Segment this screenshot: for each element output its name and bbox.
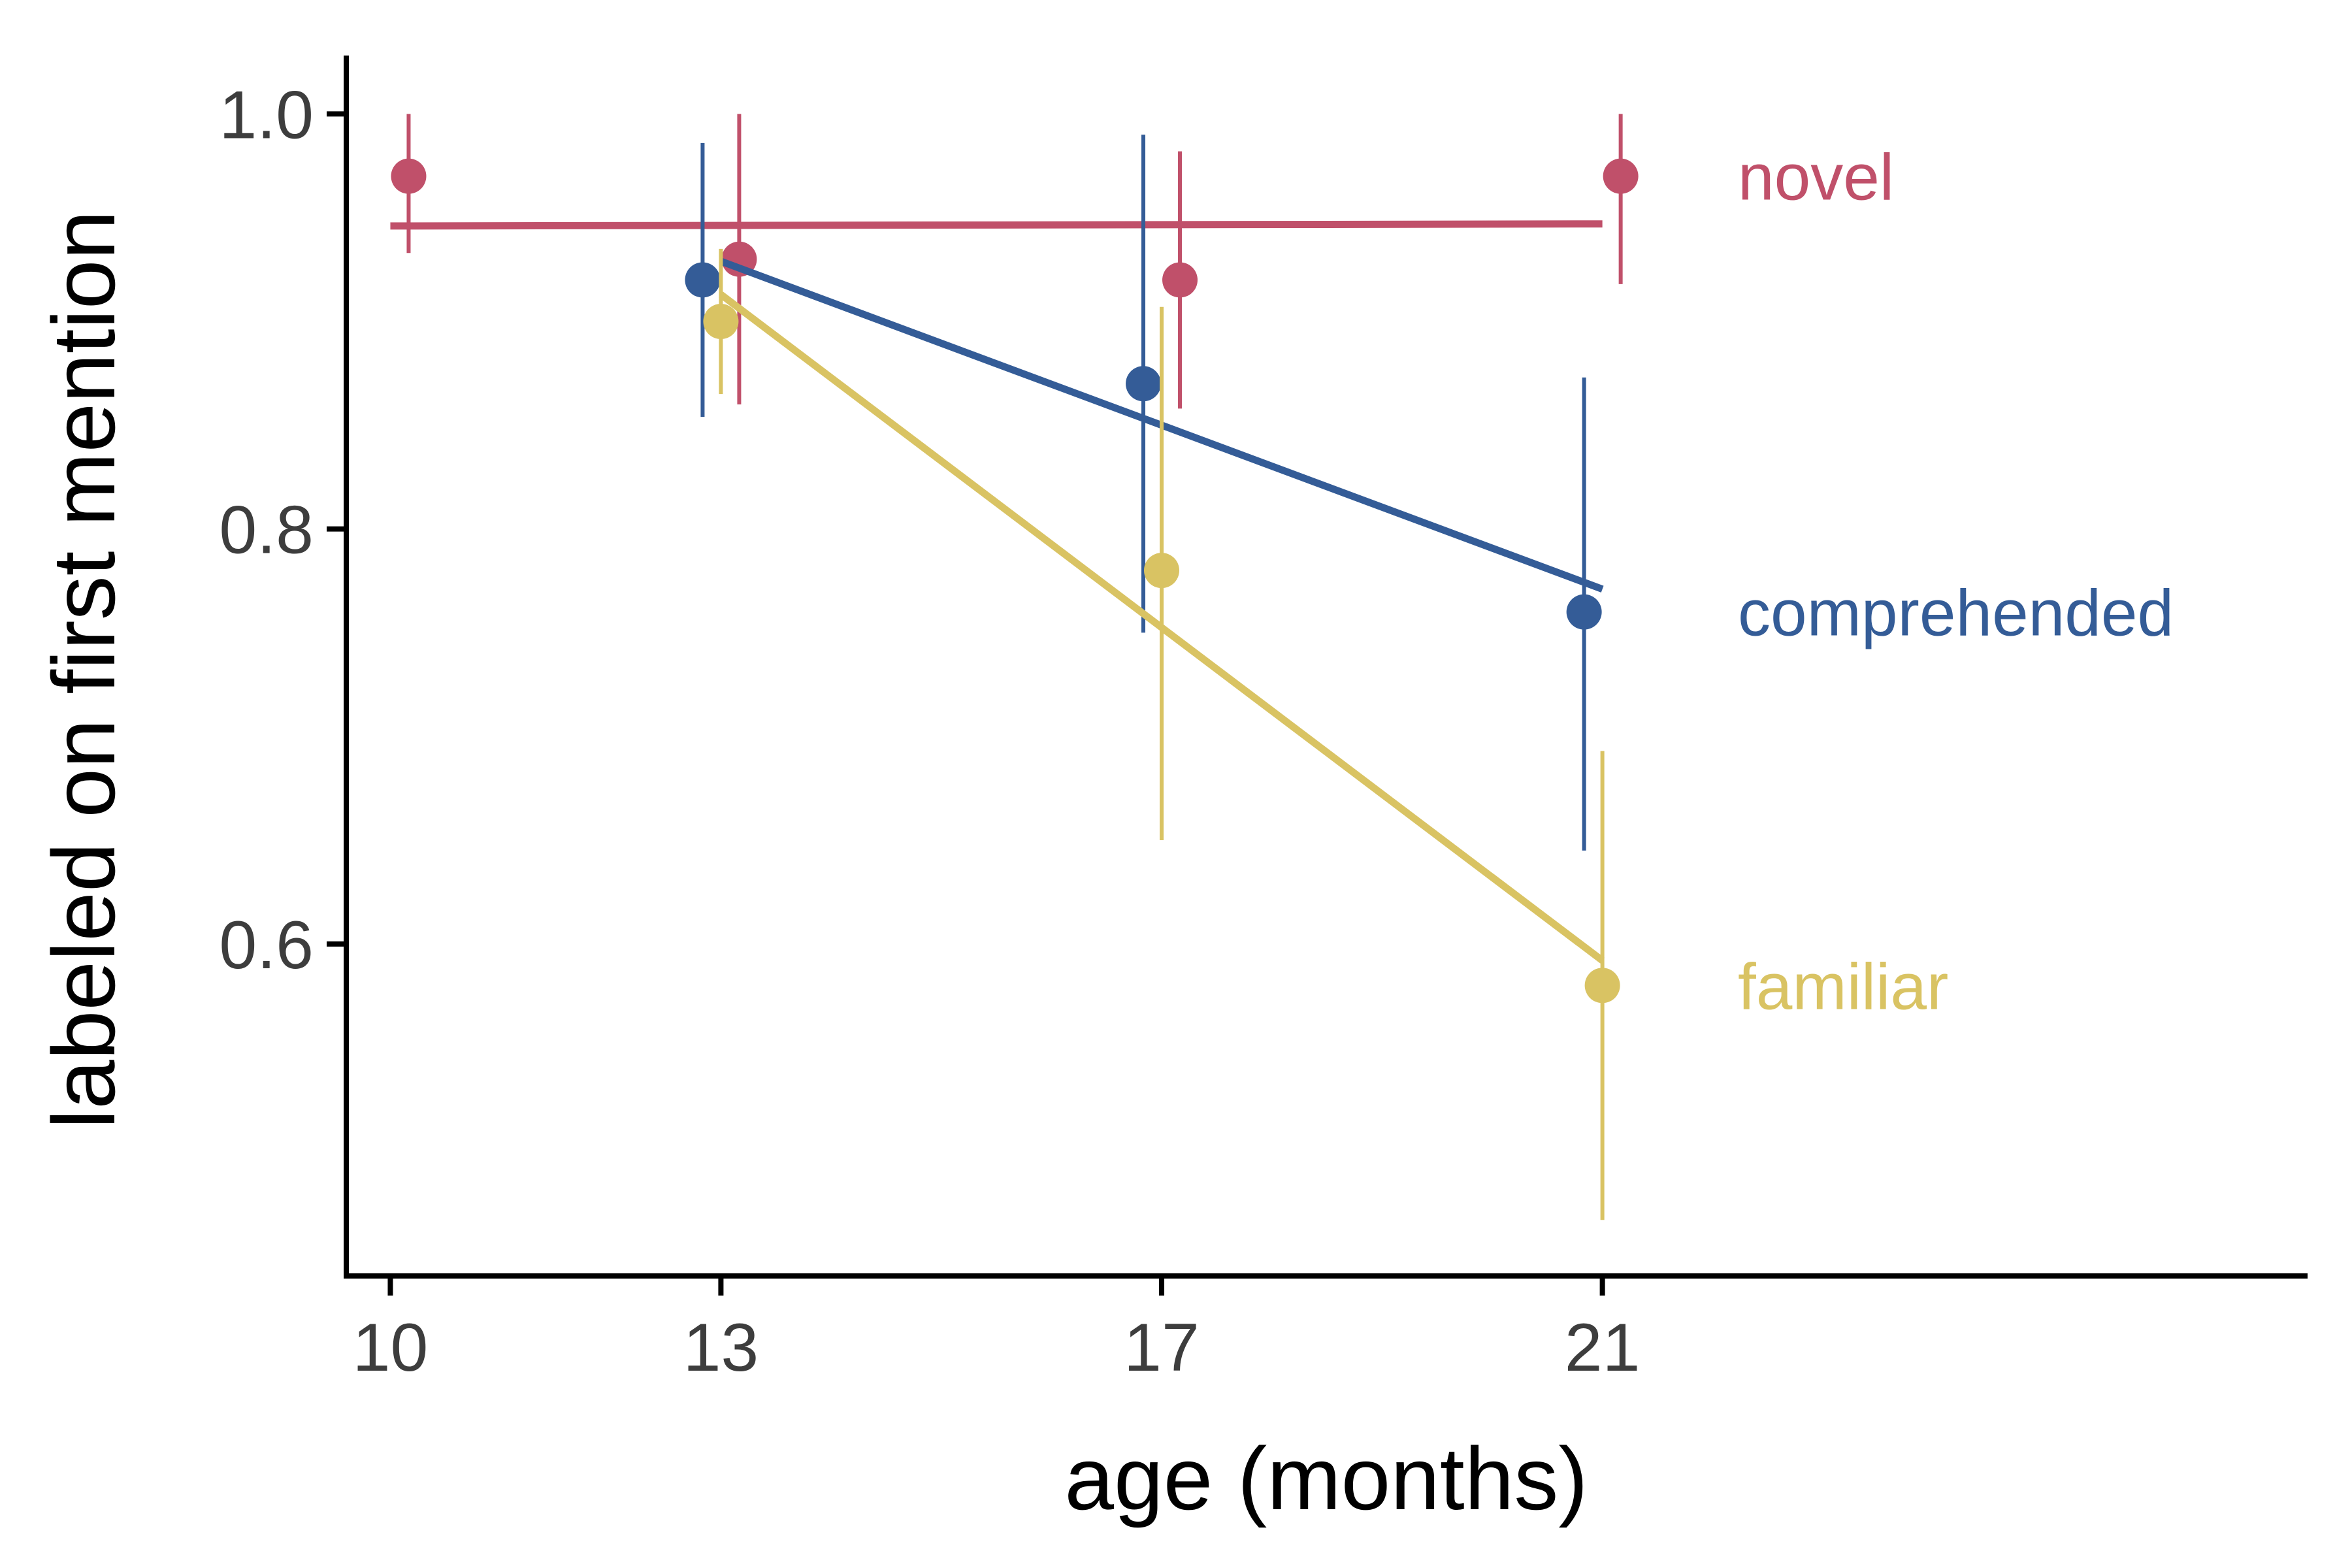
series-familiar: familiar [703, 248, 1948, 1220]
y-tick-label: 0.8 [219, 493, 314, 568]
data-point-comprehended [1126, 366, 1162, 402]
chart-marks: novel comprehended familiar [390, 114, 2174, 1220]
x-tick-label: 10 [353, 1310, 429, 1386]
chart-axes: 10 13 17 21 0.6 0.8 1.0 [219, 56, 2308, 1386]
y-tick-label: 0.6 [219, 907, 314, 983]
data-point-novel [1162, 262, 1198, 298]
series-novel: novel [390, 114, 1894, 409]
data-point-novel [391, 158, 427, 194]
x-tick-label: 21 [1565, 1310, 1641, 1386]
data-point-familiar [1144, 553, 1180, 589]
series-label-novel: novel [1738, 141, 1894, 214]
data-point-novel [1603, 158, 1639, 194]
y-tick-label: 1.0 [219, 77, 314, 153]
data-point-comprehended [685, 262, 721, 298]
x-tick-label: 13 [683, 1310, 759, 1386]
series-comprehended: comprehended [685, 135, 2174, 851]
data-point-familiar [703, 304, 739, 340]
data-point-familiar [1584, 968, 1620, 1004]
series-label-familiar: familiar [1738, 950, 1948, 1023]
x-tick-label: 17 [1124, 1310, 1200, 1386]
fit-line-novel [390, 220, 1603, 230]
series-label-comprehended: comprehended [1738, 577, 2174, 650]
data-point-comprehended [1566, 594, 1602, 630]
y-axis-title: labeled on first mention [34, 210, 133, 1129]
x-axis-title: age (months) [1064, 1429, 1588, 1528]
